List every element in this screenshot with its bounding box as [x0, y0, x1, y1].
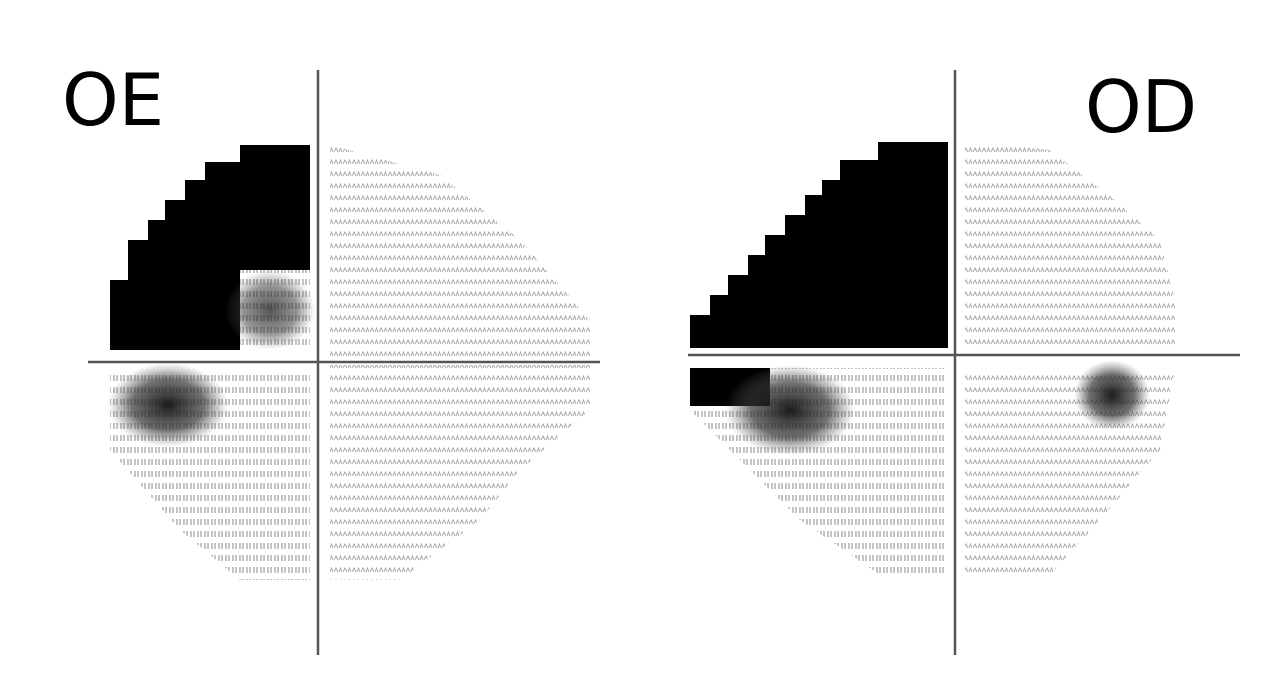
field-upper-right — [330, 145, 590, 362]
panel-right: OD — [688, 65, 1240, 655]
eye-label: OD — [1085, 65, 1197, 149]
field-lower-right — [330, 365, 590, 580]
defect-gray — [225, 270, 315, 350]
defect-black — [110, 145, 310, 350]
defect-dark — [108, 363, 228, 447]
field-upper-right — [965, 140, 1175, 345]
defect-dark — [725, 365, 855, 455]
eye-label: OE — [62, 58, 164, 142]
panel-left: OE — [62, 58, 600, 655]
defect-dark-right — [1074, 360, 1150, 430]
defect-black — [690, 142, 948, 348]
